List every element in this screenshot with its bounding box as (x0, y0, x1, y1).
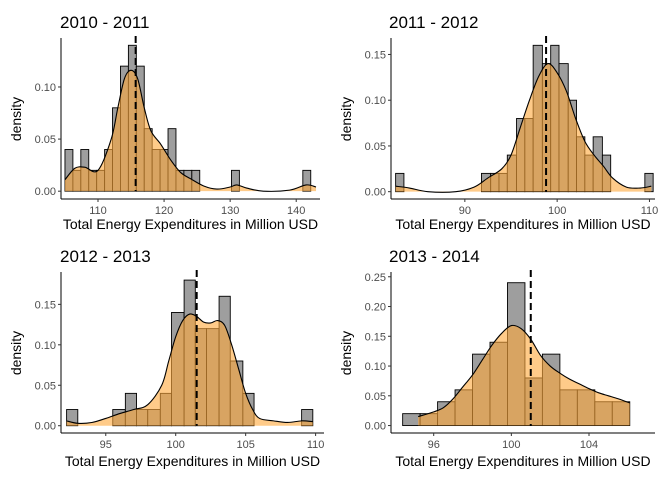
density-area (395, 63, 652, 193)
y-tick-label: 0.20 (365, 302, 386, 314)
panel-3: 2012 - 2013 0.00 0.05 0.10 0.15 95 100 105 110 To… (8, 247, 324, 469)
y-tick-label: 0.00 (35, 421, 56, 433)
x-tick-label: 100 (502, 439, 520, 451)
y-axis-label: density (8, 331, 24, 375)
y-tick-label: 0.05 (365, 141, 386, 153)
x-tick-label: 130 (221, 205, 239, 217)
y-tick-label: 0.25 (365, 272, 386, 284)
x-tick-label: 110 (89, 205, 107, 217)
density-area (64, 70, 317, 192)
x-axis-label: Total Energy Expenditures in Million USD (63, 216, 318, 232)
y-tick-label: 0.00 (35, 186, 56, 198)
x-axis-label: Total Energy Expenditures in Million USD (395, 216, 650, 232)
x-tick-label: 100 (548, 205, 566, 217)
x-tick-label: 104 (580, 439, 598, 451)
x-tick-label: 140 (287, 205, 305, 217)
y-tick-label: 0.05 (35, 380, 56, 392)
y-axis-label: density (338, 331, 354, 375)
density-area (418, 325, 630, 426)
panel-title: 2010 - 2011 (60, 13, 149, 32)
histogram-bar (231, 169, 240, 192)
y-tick-label: 0.15 (365, 49, 386, 61)
y-tick-label: 0.10 (35, 340, 56, 352)
y-tick-label: 0.00 (365, 187, 386, 199)
x-tick-label: 120 (155, 205, 173, 217)
y-tick-label: 0.10 (35, 82, 56, 94)
x-tick-label: 96 (428, 439, 440, 451)
panel-1: 2010 - 2011 0.00 0.05 0.10 110 120 130 140Total… (8, 13, 320, 232)
density-curve (418, 324, 630, 418)
y-tick-label: 0.00 (365, 421, 386, 433)
y-tick-label: 0.10 (365, 95, 386, 107)
y-axis-label: density (8, 97, 24, 141)
panel-title: 2011 - 2012 (389, 13, 478, 32)
density-curve (395, 63, 652, 193)
x-tick-label: 100 (167, 439, 185, 451)
density-curve (64, 69, 317, 192)
x-tick-label: 90 (459, 205, 471, 217)
panel-title: 2013 - 2014 (389, 247, 480, 266)
x-tick-label: 95 (100, 439, 112, 451)
y-tick-label: 0.15 (35, 299, 56, 311)
panel-2: 2011 - 2012 0.00 0.05 0.10 0.15 90 100 110Total… (338, 13, 658, 232)
x-tick-label: 110 (641, 205, 659, 217)
density-area (66, 313, 313, 426)
x-tick-label: 105 (236, 439, 254, 451)
x-axis-label: Total Energy Expenditures in Million USD (395, 453, 650, 469)
y-tick-label: 0.10 (365, 361, 386, 373)
y-axis-label: density (338, 97, 354, 141)
y-tick-label: 0.05 (35, 134, 56, 146)
x-axis-label: Total Energy Expenditures in Million USD (65, 453, 320, 469)
histogram-bar (302, 169, 312, 192)
panel-4: 2013 - 2014 0.00 0.05 0.10 0.15 0.20 0.25 96 100… (338, 247, 655, 469)
histogram-bar (402, 413, 421, 427)
panel-title: 2012 - 2013 (60, 247, 151, 266)
y-tick-label: 0.15 (365, 331, 386, 343)
density-curve (66, 313, 313, 424)
x-tick-label: 110 (307, 439, 325, 451)
y-tick-label: 0.05 (365, 391, 386, 403)
